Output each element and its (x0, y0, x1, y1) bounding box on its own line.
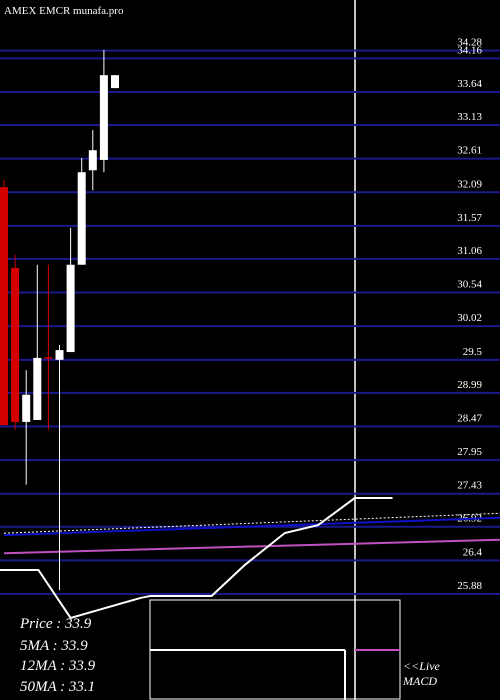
candle-body (77, 172, 86, 265)
y-tick-label: 26.4 (463, 546, 483, 558)
y-tick-label: 29.5 (463, 346, 483, 358)
candle-body (0, 187, 8, 426)
y-tick-label: 34.28 (457, 37, 482, 49)
annotation: <<Live (403, 659, 441, 673)
candle-body (66, 264, 75, 353)
candle-body (99, 75, 108, 160)
annotation: MACD (402, 674, 437, 688)
y-tick-label: 27.95 (457, 446, 482, 458)
y-tick-label: 28.47 (457, 412, 482, 424)
macd-line (0, 497, 393, 620)
y-tick-label: 34.16 (457, 44, 482, 56)
y-tick-label: 30.02 (457, 312, 482, 324)
ma-line (3, 538, 500, 555)
chart-title: AMEX EMCR munafa.pro (4, 5, 124, 17)
y-tick-label: 33.13 (457, 111, 482, 123)
candle-body (11, 267, 20, 422)
candle-body (111, 75, 119, 89)
candle-body (88, 150, 97, 171)
y-tick-label: 25.88 (457, 580, 482, 592)
ma-line (3, 512, 500, 534)
info-label: Price : 33.9 (19, 616, 92, 632)
y-tick-label: 30.54 (457, 279, 482, 291)
candle-body (22, 394, 31, 422)
ma-line (3, 516, 500, 537)
y-tick-label: 28.99 (457, 379, 482, 391)
candle-body (44, 357, 53, 359)
info-label: 5MA : 33.9 (20, 638, 88, 654)
y-tick-label: 31.57 (457, 212, 482, 224)
info-label: 50MA : 33.1 (20, 679, 95, 695)
y-tick-label: 27.43 (457, 480, 482, 492)
candle-body (33, 357, 42, 420)
y-tick-label: 32.61 (457, 145, 482, 157)
y-tick-label: 31.06 (457, 245, 482, 257)
candle-body (55, 350, 64, 360)
y-tick-label: 32.09 (457, 178, 482, 190)
info-label: 12MA : 33.9 (20, 658, 96, 674)
y-tick-label: 33.64 (457, 78, 482, 90)
